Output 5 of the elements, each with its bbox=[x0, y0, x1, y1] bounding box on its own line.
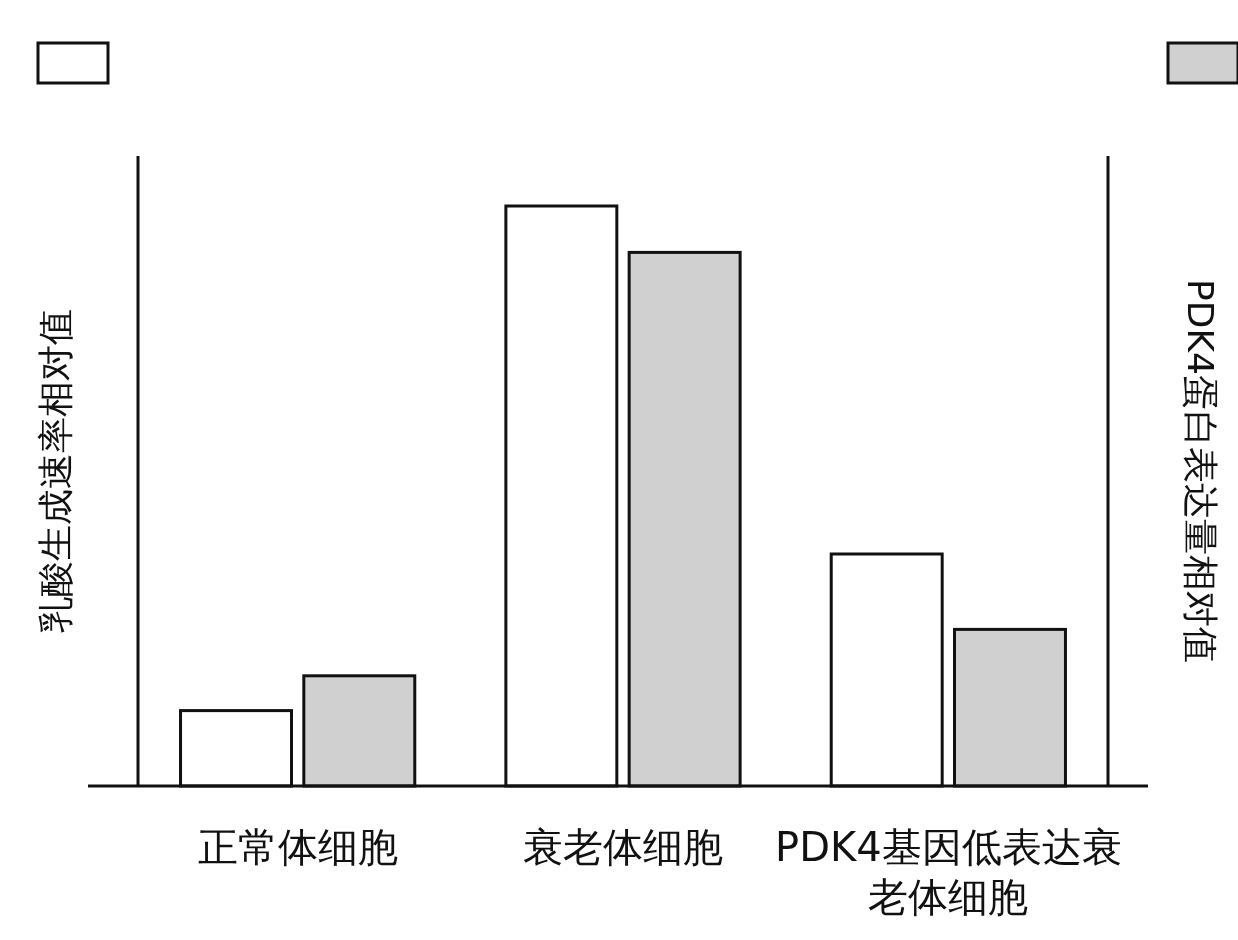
y-axis-title: 乳酸生成速率相对值 bbox=[35, 309, 76, 633]
x-tick-label: 正常体细胞 bbox=[197, 824, 398, 870]
x-tick-label: 衰老体细胞 bbox=[523, 824, 723, 870]
x-tick-label: PDK4基因低表达衰老体细胞 bbox=[775, 824, 1122, 920]
y2-axis-title: PDK4蛋白表达量相对值 bbox=[1180, 279, 1221, 663]
